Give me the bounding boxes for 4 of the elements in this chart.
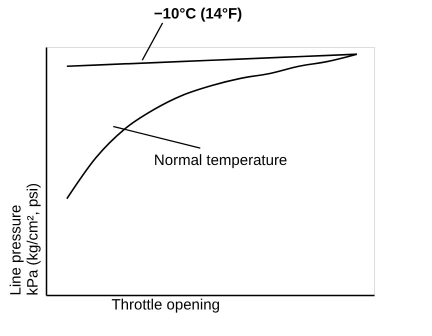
text: −10°C (14°F) bbox=[154, 5, 242, 22]
y-axis-title: Line pressure kPa (kg/cm², psi) bbox=[8, 182, 42, 296]
text: Normal temperature bbox=[154, 152, 288, 170]
x-axis-title: Throttle opening bbox=[112, 296, 220, 314]
